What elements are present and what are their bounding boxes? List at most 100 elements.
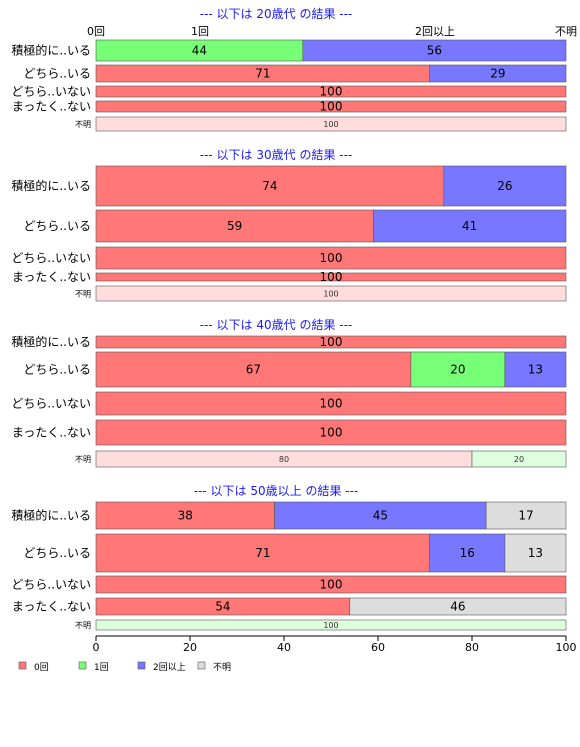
bar-segment (429, 64, 567, 83)
bar-row: どちら..いる 71 29 (23, 64, 567, 83)
data-label: 45 (373, 509, 388, 523)
row-label: 不明 (75, 621, 91, 630)
row-label: まったく..ない (12, 100, 91, 114)
row-label: どちら..いる (23, 546, 91, 560)
data-label: 44 (192, 44, 207, 58)
top-category-label: 0回 (87, 25, 105, 38)
bar-segment (302, 39, 567, 62)
data-label: 100 (320, 335, 343, 349)
row-label: どちら..いない (11, 578, 91, 592)
bar-row: どちら..いない 100 (11, 85, 567, 99)
data-label: 100 (320, 426, 343, 440)
top-category-label: 不明 (555, 25, 577, 38)
legend: 0回 1回 2回以上 不明 (18, 661, 231, 673)
bar-segment (95, 391, 567, 416)
data-label: 100 (320, 100, 343, 114)
bar-row: まったく..ない 100 (12, 270, 567, 284)
top-category-label: 1回 (191, 25, 209, 38)
data-label: 20 (514, 455, 524, 464)
bar-row: どちら..いる 67 20 13 (23, 351, 567, 388)
bar-segment (95, 419, 567, 446)
panel-4: --- 以下は 50歳以上 の結果 --- 積極的に..いる 38 45 17 どちら..… (11, 484, 567, 631)
data-label: 13 (528, 363, 543, 377)
data-label: 56 (427, 44, 442, 58)
panel-3: --- 以下は 40歳代 の結果 --- 積極的に..いる 100 どちら..いる 67… (11, 318, 567, 468)
row-label: 不明 (75, 120, 91, 129)
data-label: 29 (490, 67, 505, 81)
bar-row: どちら..いる 59 41 (23, 209, 567, 243)
row-label: どちら..いる (23, 219, 91, 233)
data-label: 54 (215, 600, 230, 614)
data-label: 100 (323, 120, 338, 129)
bar-segment (95, 209, 374, 243)
bar-segment (95, 100, 567, 113)
data-label: 46 (450, 600, 465, 614)
bar-row: 不明 100 (75, 619, 567, 631)
bar-segment (95, 575, 567, 594)
row-label: 積極的に..いる (11, 43, 91, 58)
data-label: 26 (497, 179, 512, 193)
panel-title: --- 以下は 40歳代 の結果 --- (200, 318, 353, 332)
bar-segment (429, 533, 506, 573)
legend-label: 2回以上 (153, 662, 186, 673)
bar-row: どちら..いる 71 16 13 (23, 533, 567, 573)
x-tick-label: 80 (465, 641, 479, 654)
bar-segment (95, 272, 567, 282)
row-label: まったく..ない (12, 600, 91, 614)
bar-segment (95, 285, 567, 302)
bar-segment (410, 351, 506, 388)
data-label: 80 (279, 455, 289, 464)
data-label: 100 (320, 85, 343, 99)
row-label: 積極的に..いる (11, 508, 91, 523)
data-label: 71 (255, 67, 270, 81)
data-label: 100 (320, 397, 343, 411)
bar-segment (504, 533, 567, 573)
bar-row: どちら..いない 100 (11, 391, 567, 416)
bar-segment (274, 501, 487, 530)
bar-row: まったく..ない 100 (12, 100, 567, 114)
x-tick-label: 40 (277, 641, 291, 654)
row-label: どちら..いる (23, 67, 91, 81)
legend-label: 0回 (34, 662, 49, 673)
bar-segment (95, 619, 567, 631)
legend-label: 不明 (213, 662, 231, 673)
data-label: 67 (246, 363, 261, 377)
data-label: 38 (178, 509, 193, 523)
bar-segment (349, 597, 567, 616)
data-label: 20 (450, 363, 465, 377)
data-label: 17 (518, 509, 533, 523)
data-label: 100 (320, 270, 343, 284)
row-label: 積極的に..いる (11, 334, 91, 349)
x-tick-label: 100 (556, 641, 577, 654)
row-label: 不明 (75, 455, 91, 464)
data-label: 100 (320, 251, 343, 265)
bar-segment (372, 209, 567, 243)
panel-1: --- 以下は 20歳代 の結果 --- 積極的に..いる 44 56 どちら..いる 7… (11, 7, 567, 132)
bar-segment (95, 116, 567, 132)
bar-segment (95, 165, 445, 207)
bar-segment (95, 85, 567, 98)
legend-swatch (78, 661, 87, 670)
data-label: 100 (323, 621, 338, 630)
data-label: 71 (255, 546, 270, 560)
bar-row: 不明 80 20 (75, 450, 567, 468)
data-label: 16 (460, 546, 475, 560)
legend-swatch (197, 661, 206, 670)
bar-row: どちら..いない 100 (11, 575, 567, 594)
row-label: どちら..いない (11, 251, 91, 265)
x-tick-label: 20 (183, 641, 197, 654)
x-tick-label: 60 (371, 641, 385, 654)
bar-segment (504, 351, 567, 388)
row-label: どちら..いない (11, 397, 91, 411)
bar-row: 不明 100 (75, 116, 567, 132)
bar-row: 積極的に..いる 44 56 (11, 39, 567, 62)
data-label: 41 (462, 219, 477, 233)
bar-segment (95, 335, 567, 349)
top-category-label: 2回以上 (415, 25, 455, 38)
bar-row: 積極的に..いる 38 45 17 (11, 501, 567, 530)
bar-segment (95, 246, 567, 270)
data-label: 13 (528, 546, 543, 560)
row-label: どちら..いる (23, 363, 91, 377)
panel-2: --- 以下は 30歳代 の結果 --- 積極的に..いる 74 26 どちら..いる 5… (11, 148, 567, 302)
